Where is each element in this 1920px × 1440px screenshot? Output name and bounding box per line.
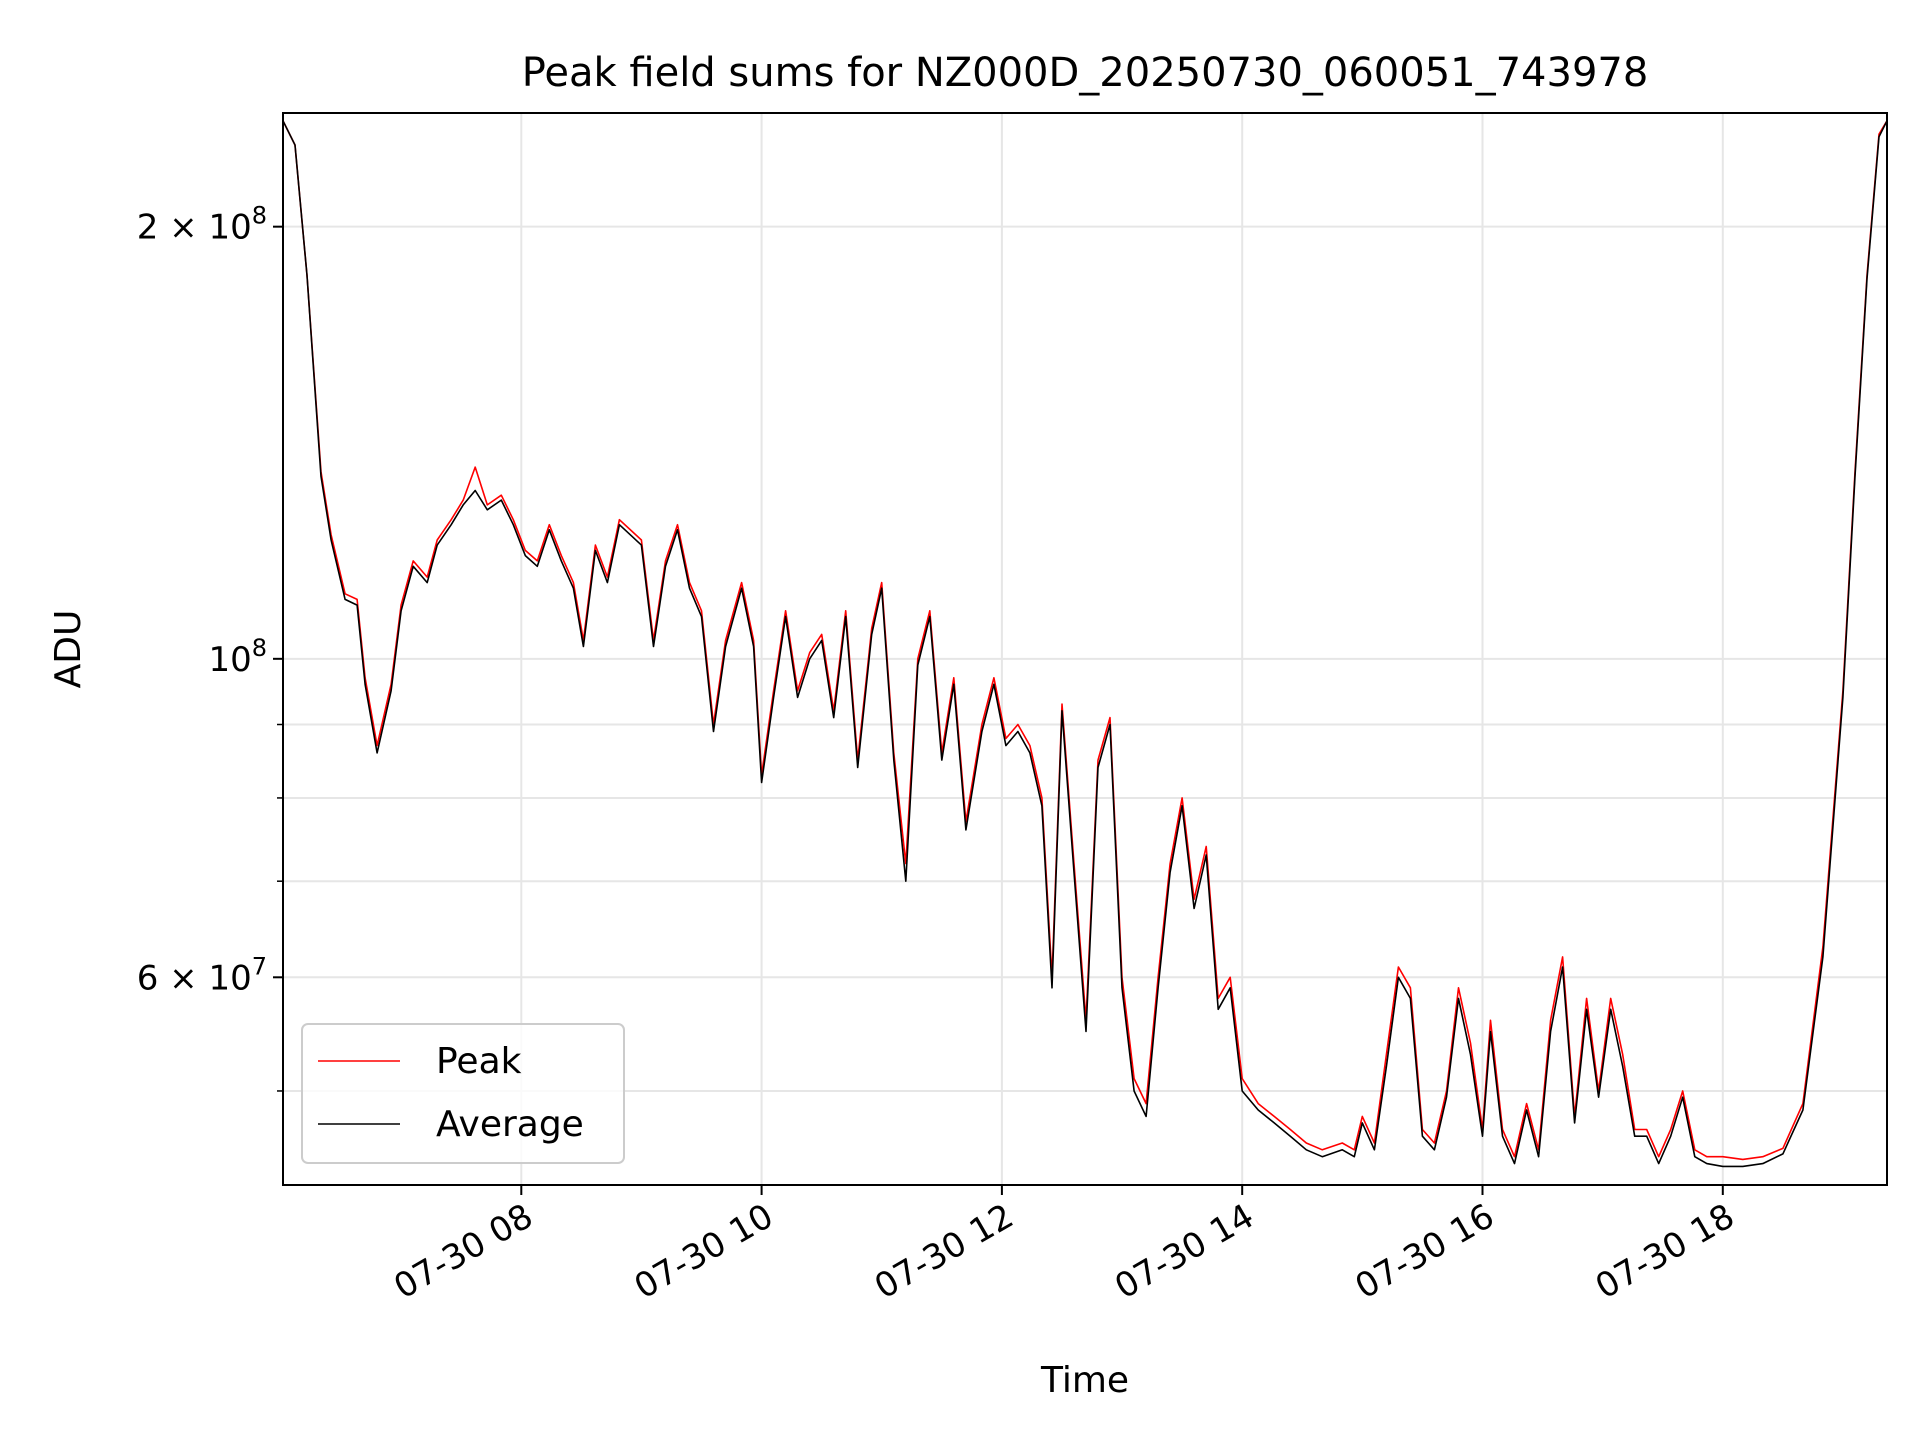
x-axis-label: Time	[1040, 1360, 1129, 1401]
plot-frame	[282, 112, 1888, 1186]
series-line-average	[282, 120, 1888, 1168]
legend-label-average: Average	[436, 1104, 584, 1145]
y-axis: 2 × 108 108 6 × 107	[137, 202, 283, 1092]
legend-box	[301, 1023, 625, 1164]
y-tick-label: 108	[208, 634, 267, 680]
legend: Peak Average	[301, 1023, 625, 1164]
y-tick-label: 6 × 107	[137, 952, 267, 998]
series-layer	[282, 120, 1888, 1168]
legend-label-peak: Peak	[436, 1041, 522, 1082]
y-axis-label: ADU	[48, 610, 89, 689]
grid	[283, 113, 1887, 1185]
y-tick-label: 2 × 108	[137, 202, 267, 248]
chart-title: Peak field sums for NZ000D_20250730_0600…	[522, 50, 1649, 96]
